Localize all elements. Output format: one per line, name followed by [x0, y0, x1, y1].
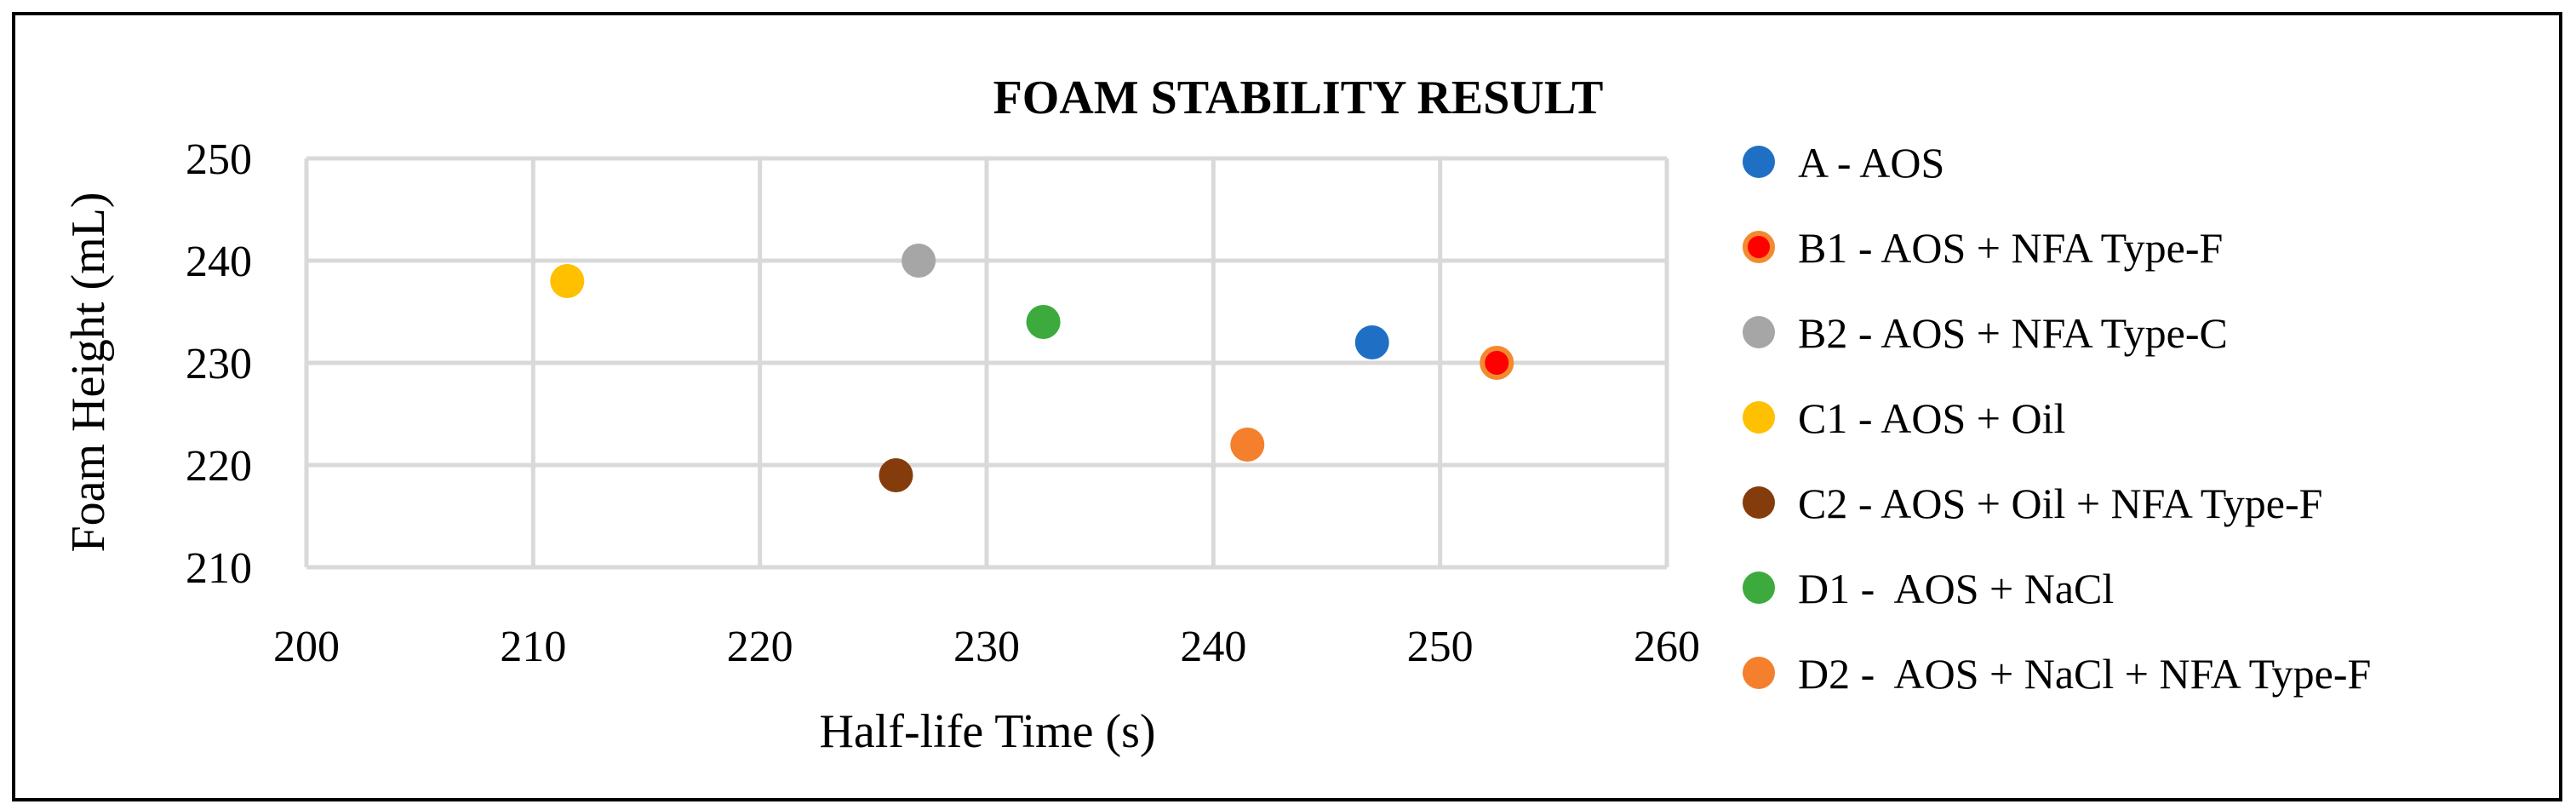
data-point	[879, 458, 913, 492]
data-point	[1026, 305, 1061, 339]
y-axis-label: Foam Height (mL)	[62, 192, 115, 552]
x-tick-label: 250	[1407, 623, 1474, 671]
data-point	[1230, 428, 1265, 462]
y-tick-label: 240	[186, 238, 252, 286]
data-point	[902, 244, 936, 278]
y-tick-label: 250	[186, 135, 252, 184]
legend-marker	[1743, 657, 1775, 689]
grid-lines	[304, 156, 1669, 570]
data-point	[1354, 325, 1389, 359]
x-tick-label: 230	[953, 623, 1020, 671]
legend-marker	[1743, 572, 1775, 604]
legend-label: C1 - AOS + Oil	[1798, 394, 2065, 442]
legend-marker	[1743, 486, 1775, 519]
x-tick-label: 220	[727, 623, 793, 671]
x-tick-label: 240	[1180, 623, 1246, 671]
legend-marker	[1743, 146, 1775, 178]
legend-marker	[1743, 401, 1775, 434]
x-axis-label: Half-life Time (s)	[819, 705, 1155, 758]
legend-label: B1 - AOS + NFA Type-F	[1798, 224, 2223, 272]
legend-label: D1 - AOS + NaCl	[1798, 565, 2114, 612]
data-points	[550, 244, 1514, 492]
y-tick-label: 220	[186, 442, 252, 491]
chart-title: FOAM STABILITY RESULT	[993, 72, 1604, 124]
legend-label: B2 - AOS + NFA Type-C	[1798, 309, 2228, 357]
legend-label: D2 - AOS + NaCl + NFA Type-F	[1798, 650, 2371, 698]
data-point	[550, 264, 585, 298]
y-tick-labels: 210 220 230 240 250	[186, 135, 252, 593]
chart-frame	[12, 12, 2562, 801]
x-tick-label: 260	[1634, 623, 1700, 671]
data-point	[1480, 346, 1514, 380]
legend: A - AOS B1 - AOS + NFA Type-F B2 - AOS + N…	[1743, 139, 2371, 698]
legend-label: C2 - AOS + Oil + NFA Type-F	[1798, 480, 2322, 527]
legend-marker	[1743, 231, 1775, 263]
y-tick-label: 210	[186, 544, 252, 593]
x-tick-labels: 200 210 220 230 240 250 260	[273, 623, 1700, 671]
legend-label: A - AOS	[1798, 139, 1944, 187]
x-tick-label: 200	[273, 623, 340, 671]
legend-marker	[1743, 316, 1775, 348]
y-tick-label: 230	[186, 340, 252, 388]
x-tick-label: 210	[500, 623, 566, 671]
